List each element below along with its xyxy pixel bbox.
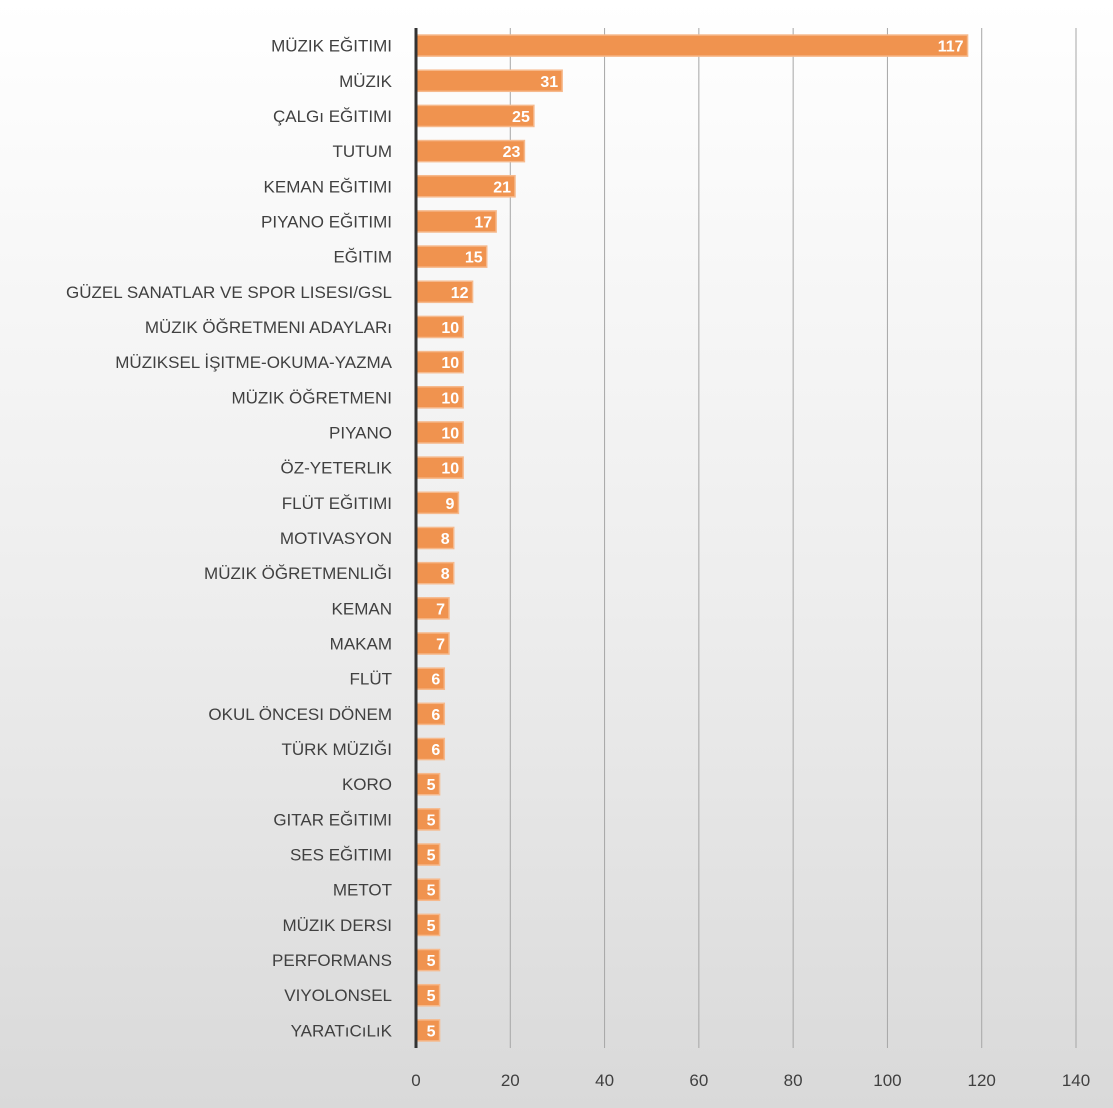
category-label: METOT (333, 881, 392, 900)
data-label: 17 (474, 214, 492, 231)
category-label: FLÜT EĞITIMI (282, 494, 392, 513)
category-label: KORO (342, 775, 392, 794)
data-label: 31 (540, 74, 558, 91)
data-label: 117 (938, 39, 964, 56)
data-label: 6 (431, 707, 440, 724)
category-label: KEMAN (332, 599, 392, 618)
category-label: TUTUM (333, 142, 392, 161)
data-label: 5 (427, 812, 436, 829)
x-tick-label: 80 (784, 1071, 803, 1090)
x-axis-tick-labels: 0 20 40 60 80 100 120 140 (411, 1071, 1090, 1090)
data-label: 8 (441, 531, 450, 548)
category-label: FLÜT (350, 670, 393, 689)
category-label: KEMAN EĞITIMI (264, 177, 392, 196)
data-label: 7 (436, 601, 445, 618)
category-label: MÜZIK ÖĞRETMENLIĞI (204, 564, 392, 583)
category-label: EĞITIM (333, 248, 392, 267)
x-tick-label: 60 (689, 1071, 708, 1090)
category-label: YARATıCıLıK (291, 1021, 393, 1040)
data-label: 10 (441, 425, 459, 442)
category-label: PERFORMANS (272, 951, 392, 970)
category-label: SES EĞITIMI (290, 846, 392, 865)
category-label: MÜZIK ÖĞRETMENI (231, 388, 392, 407)
category-label: MAKAM (330, 635, 392, 654)
data-label: 10 (441, 390, 459, 407)
data-label: 5 (427, 988, 436, 1005)
data-label: 25 (512, 109, 530, 126)
category-label: MÜZIK ÖĞRETMENI ADAYLARı (145, 318, 392, 337)
data-label: 9 (446, 496, 455, 513)
data-label: 21 (493, 179, 511, 196)
data-label: 5 (427, 953, 436, 970)
x-tick-label: 120 (968, 1071, 996, 1090)
x-tick-label: 20 (501, 1071, 520, 1090)
category-label: MÜZIK DERSI (282, 916, 392, 935)
data-label: 6 (431, 742, 440, 759)
category-label: PIYANO (329, 423, 392, 442)
bar (415, 34, 969, 57)
data-label: 5 (427, 848, 436, 865)
gridlines (509, 28, 1077, 1048)
category-label: PIYANO EĞITIMI (261, 212, 392, 231)
data-label: 10 (441, 461, 459, 478)
data-label: 5 (427, 777, 436, 794)
data-label: 15 (465, 250, 483, 267)
data-label: 23 (503, 144, 521, 161)
category-label: MÜZIK EĞITIMI (271, 37, 392, 56)
category-label: MÜZIKSEL İŞITME-OKUMA-YAZMA (115, 353, 392, 372)
category-label: VIYOLONSEL (284, 986, 392, 1005)
data-label: 7 (436, 637, 445, 654)
data-label: 6 (431, 672, 440, 689)
category-label: GÜZEL SANATLAR VE SPOR LISESI/GSL (66, 283, 392, 302)
bars (415, 34, 969, 1042)
data-label: 5 (427, 1023, 436, 1040)
category-label: TÜRK MÜZIĞI (282, 740, 393, 759)
category-label: GITAR EĞITIMI (273, 810, 392, 829)
category-label: ÇALGı EĞITIMI (273, 107, 392, 126)
x-tick-label: 40 (595, 1071, 614, 1090)
data-label: 12 (451, 285, 469, 302)
category-labels: MÜZIK EĞITIMI MÜZIK ÇALGı EĞITIMI TUTUM KEMA… (66, 37, 393, 1041)
x-tick-label: 0 (411, 1071, 420, 1090)
x-tick-label: 140 (1062, 1071, 1090, 1090)
data-label: 5 (427, 918, 436, 935)
category-label: MOTIVASYON (280, 529, 392, 548)
category-label: MÜZIK (339, 72, 393, 91)
category-label: ÖZ-YETERLIK (281, 459, 393, 478)
x-tick-label: 100 (873, 1071, 901, 1090)
data-label: 5 (427, 883, 436, 900)
data-label: 10 (441, 355, 459, 372)
data-labels: 117 31 25 23 21 17 15 12 10 10 10 10 10 9 8 8 7 7 6 6 6 5 5 5 5 5… (427, 39, 964, 1041)
data-label: 8 (441, 566, 450, 583)
category-label: OKUL ÖNCESI DÖNEM (208, 705, 392, 724)
data-label: 10 (441, 320, 459, 337)
